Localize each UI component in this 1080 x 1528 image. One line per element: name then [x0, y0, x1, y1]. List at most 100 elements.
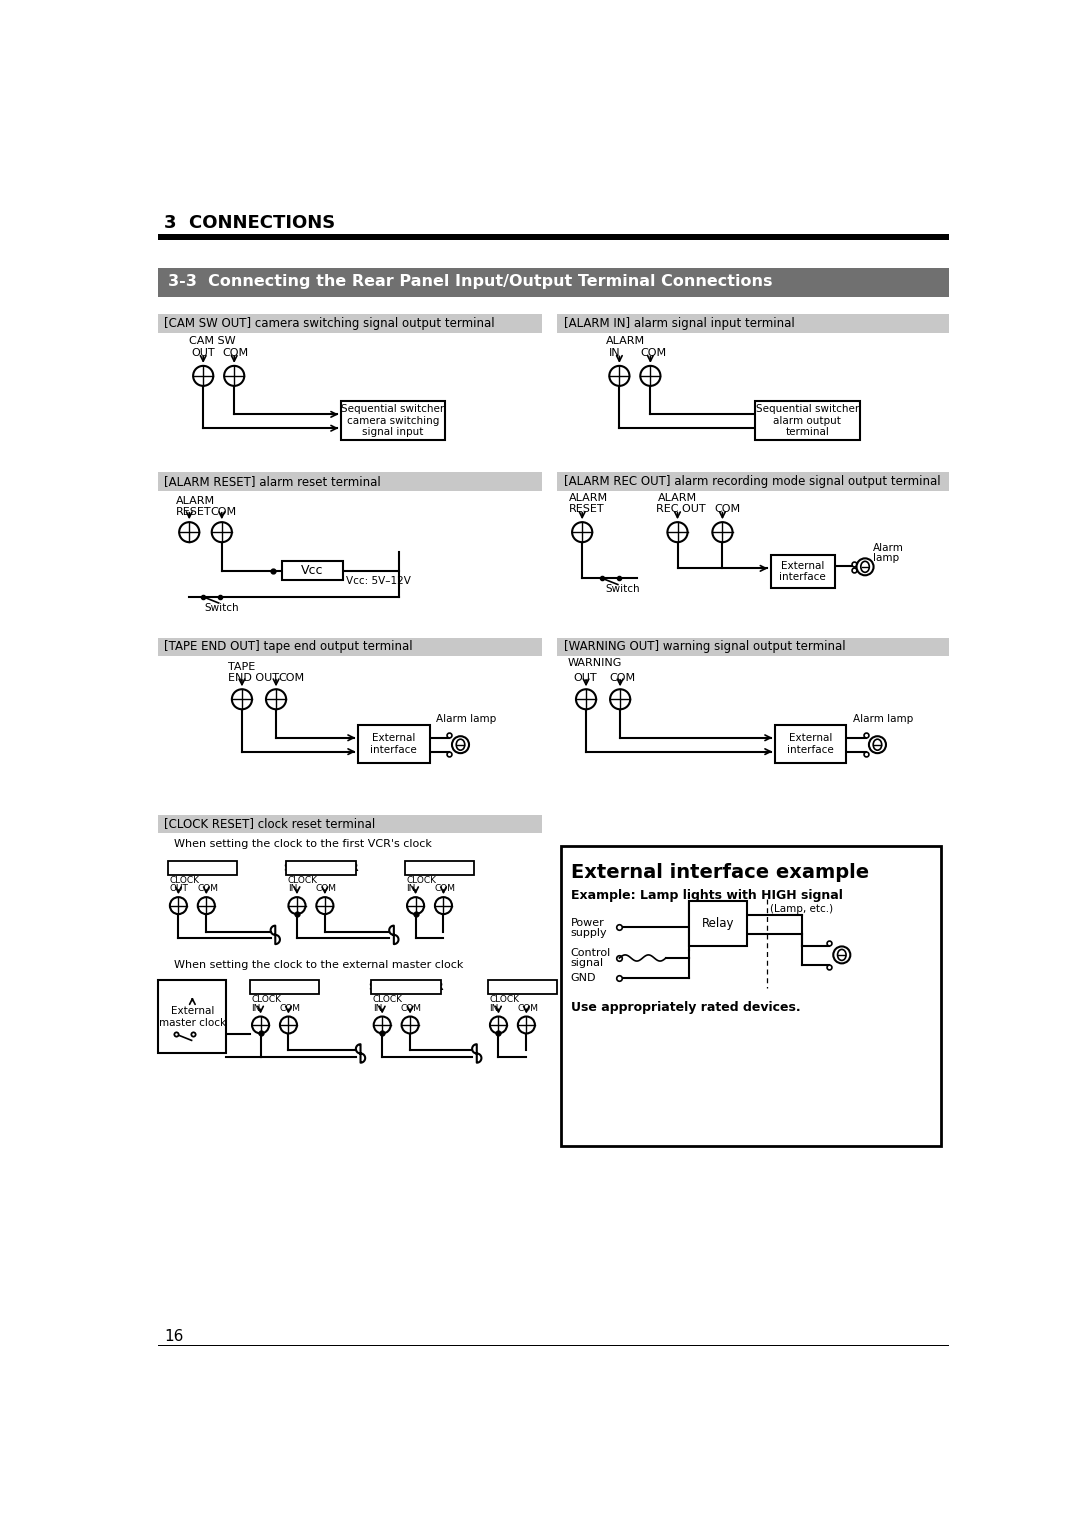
Text: COM: COM: [279, 1004, 300, 1013]
Text: First VCR: First VCR: [256, 983, 313, 992]
Bar: [167, 860, 238, 876]
Bar: [557, 637, 948, 656]
Bar: [488, 981, 557, 995]
Ellipse shape: [874, 740, 881, 750]
Circle shape: [266, 689, 286, 709]
Text: COM: COM: [434, 885, 455, 894]
Text: RESET: RESET: [176, 507, 212, 516]
Text: CAM SW: CAM SW: [189, 336, 235, 347]
Text: lamp: lamp: [873, 553, 899, 562]
Circle shape: [402, 1016, 419, 1033]
Text: Alarm lamp: Alarm lamp: [852, 714, 913, 724]
Text: COM: COM: [197, 885, 218, 894]
Text: External
interface: External interface: [780, 561, 826, 582]
Text: External interface example: External interface example: [570, 863, 868, 882]
Text: CLOCK: CLOCK: [373, 995, 403, 1004]
Text: ALARM: ALARM: [569, 492, 608, 503]
Circle shape: [451, 736, 469, 753]
Bar: [557, 315, 948, 333]
Text: Switch: Switch: [205, 602, 240, 613]
Circle shape: [225, 365, 244, 387]
Circle shape: [232, 689, 252, 709]
Bar: [159, 234, 948, 240]
Circle shape: [572, 523, 592, 542]
Text: OUT: OUT: [191, 348, 215, 358]
Text: First VCR: First VCR: [174, 863, 231, 872]
Bar: [286, 860, 356, 876]
Text: Use appropriately rated devices.: Use appropriately rated devices.: [570, 1001, 800, 1013]
Circle shape: [517, 1016, 535, 1033]
Text: [ALARM REC OUT] alarm recording mode signal output terminal: [ALARM REC OUT] alarm recording mode sig…: [564, 475, 941, 487]
Ellipse shape: [837, 949, 846, 961]
Text: Sequential switcher
camera switching
signal input: Sequential switcher camera switching sig…: [341, 403, 445, 437]
Text: COM: COM: [609, 672, 635, 683]
Text: ALARM: ALARM: [658, 492, 698, 503]
Text: CLOCK: CLOCK: [489, 995, 519, 1004]
Text: COM: COM: [315, 885, 337, 894]
Text: ALARM: ALARM: [176, 495, 215, 506]
Circle shape: [212, 523, 232, 542]
Text: TAPE: TAPE: [228, 662, 255, 672]
Text: External
interface: External interface: [787, 733, 834, 755]
Circle shape: [490, 1016, 507, 1033]
Bar: [770, 555, 835, 588]
Text: Alarm lamp: Alarm lamp: [435, 714, 496, 724]
Bar: [159, 472, 542, 490]
Circle shape: [316, 897, 334, 914]
Circle shape: [280, 1016, 297, 1033]
Text: WARNING: WARNING: [567, 659, 622, 668]
Text: CLOCK: CLOCK: [252, 995, 281, 1004]
Circle shape: [374, 1016, 391, 1033]
Circle shape: [252, 1016, 269, 1033]
Text: [ALARM RESET] alarm reset terminal: [ALARM RESET] alarm reset terminal: [164, 475, 381, 487]
Text: Power: Power: [570, 917, 605, 927]
Bar: [372, 981, 441, 995]
Bar: [159, 267, 948, 296]
Text: REC OUT: REC OUT: [656, 504, 705, 513]
Text: When setting the clock to the first VCR's clock: When setting the clock to the first VCR'…: [174, 839, 432, 850]
Bar: [755, 402, 860, 440]
Circle shape: [834, 946, 850, 963]
Circle shape: [609, 365, 630, 387]
Text: IN: IN: [252, 1004, 260, 1013]
Text: CLOCK: CLOCK: [406, 876, 436, 885]
Circle shape: [713, 523, 732, 542]
Bar: [249, 981, 320, 995]
Text: Relay: Relay: [702, 917, 734, 931]
Text: OUT: OUT: [573, 672, 597, 683]
Text: Last VCR: Last VCR: [411, 863, 468, 872]
Text: COM: COM: [279, 672, 305, 683]
Text: GND: GND: [570, 973, 596, 983]
Text: COM: COM: [715, 504, 741, 513]
Bar: [557, 472, 948, 490]
Circle shape: [869, 736, 886, 753]
Bar: [159, 315, 542, 333]
Text: Vcc: Vcc: [301, 564, 324, 578]
Bar: [405, 860, 474, 876]
Bar: [159, 981, 227, 1053]
Ellipse shape: [456, 740, 464, 750]
Text: When setting the clock to the external master clock: When setting the clock to the external m…: [174, 960, 463, 970]
Text: External
master clock: External master clock: [159, 1005, 226, 1028]
Bar: [159, 637, 542, 656]
Circle shape: [576, 689, 596, 709]
Text: END OUT: END OUT: [228, 672, 279, 683]
Text: RESET: RESET: [569, 504, 605, 513]
Text: Last VCR: Last VCR: [495, 983, 550, 992]
Text: [WARNING OUT] warning signal output terminal: [WARNING OUT] warning signal output term…: [564, 640, 846, 654]
Text: [CAM SW OUT] camera switching signal output terminal: [CAM SW OUT] camera switching signal out…: [164, 316, 495, 330]
Circle shape: [610, 689, 631, 709]
Bar: [159, 814, 542, 833]
Text: (Lamp, etc.): (Lamp, etc.): [770, 903, 834, 914]
Text: 16: 16: [164, 1329, 184, 1345]
Text: IN: IN: [373, 1004, 382, 1013]
Text: [CLOCK RESET] clock reset terminal: [CLOCK RESET] clock reset terminal: [164, 817, 376, 831]
Circle shape: [193, 365, 213, 387]
Text: COM: COM: [211, 507, 237, 516]
Text: OUT: OUT: [170, 885, 188, 894]
Text: CLOCK: CLOCK: [287, 876, 318, 885]
Circle shape: [435, 897, 451, 914]
Circle shape: [407, 897, 424, 914]
Text: Switch: Switch: [606, 584, 640, 594]
Text: CLOCK: CLOCK: [170, 876, 199, 885]
